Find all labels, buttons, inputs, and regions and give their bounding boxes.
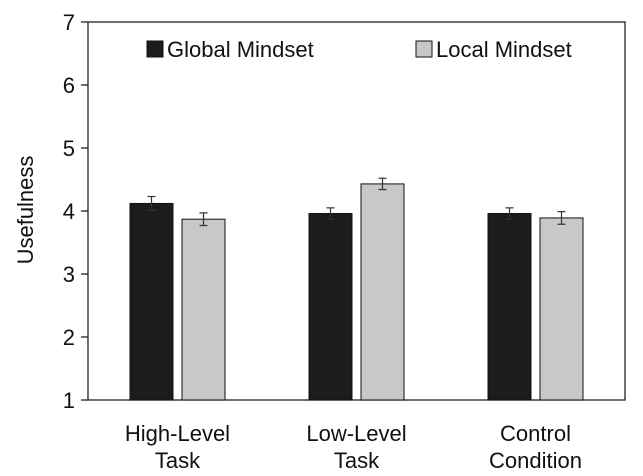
bar [181,218,226,401]
x-axis-labels: High-LevelTaskLow-LevelTaskControlCondit… [125,421,582,473]
x-tick-label: Task [155,448,201,473]
y-axis-ticks: 1 2 3 4 5 6 7 [63,10,88,413]
bar [308,213,353,401]
legend-swatch [146,40,164,58]
bars [129,183,584,401]
y-tick-label: 5 [63,136,75,161]
y-tick-label: 7 [63,10,75,35]
bar [539,217,584,401]
bar [129,202,174,401]
bar [360,183,405,401]
y-tick-label: 2 [63,325,75,350]
legend-label: Global Mindset [167,37,314,62]
y-axis-label: Usefulness [13,156,38,265]
x-tick-label: High-Level [125,421,230,446]
legend: Global Mindset Local Mindset [146,37,572,62]
y-tick-label: 6 [63,73,75,98]
bar [487,213,532,401]
y-tick-label: 3 [63,262,75,287]
x-tick-label: Task [334,448,380,473]
y-tick-label: 1 [63,388,75,413]
error-bars [147,177,566,227]
legend-swatch [415,40,433,58]
x-tick-label: Control [500,421,571,446]
legend-label: Local Mindset [436,37,572,62]
y-tick-label: 4 [63,199,75,224]
x-tick-label: Low-Level [306,421,406,446]
x-tick-label: Condition [489,448,582,473]
